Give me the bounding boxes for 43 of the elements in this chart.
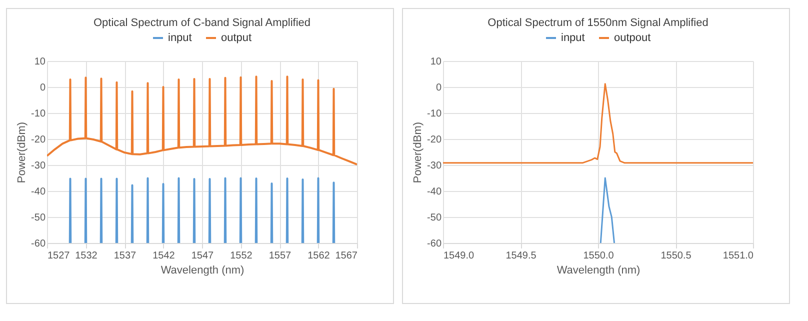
x-tick-label: 1542: [152, 250, 176, 262]
line-series: [600, 177, 616, 243]
x-tick-label: 1549.5: [506, 250, 537, 262]
x-axis-title: Wavelength (nm): [160, 264, 244, 276]
x-tick-label: 1551.0: [722, 250, 754, 262]
y-tick-label: -20: [31, 134, 46, 146]
x-tick-label: 1562: [308, 250, 330, 262]
y-tick-label: 10: [34, 56, 46, 68]
y-tick-label: -60: [31, 238, 46, 250]
x-axis-title: Wavelength (nm): [556, 264, 640, 276]
x-tick-label: 1532: [75, 250, 98, 262]
x-tick-label: 1527: [48, 250, 70, 262]
y-tick-label: -60: [427, 238, 442, 250]
legend-label: input: [168, 32, 192, 44]
x-tick-label: 1537: [114, 250, 137, 262]
y-tick-label: 0: [436, 82, 442, 94]
x-tick-label: 1557: [268, 250, 292, 262]
chart-title: Optical Spectrum of 1550nm Signal Amplified: [488, 17, 708, 29]
y-tick-label: -50: [427, 212, 442, 224]
x-tick-label: 1550.5: [660, 250, 692, 262]
y-tick-label: -30: [427, 160, 442, 172]
legend-label: input: [561, 32, 585, 44]
x-tick-label: 1547: [191, 250, 214, 262]
y-tick-label: -10: [427, 108, 442, 120]
y-tick-label: -40: [31, 186, 46, 198]
line-series: [443, 83, 753, 164]
y-axis-title: Power(dBm): [16, 122, 28, 184]
x-tick-label: 1552: [230, 250, 253, 262]
y-tick-label: 10: [430, 56, 442, 68]
chart-title: Optical Spectrum of C-band Signal Amplified: [93, 17, 311, 29]
x-tick-label: 1550.0: [583, 250, 614, 262]
legend-label: output: [221, 32, 252, 44]
line-series: [47, 76, 357, 166]
y-tick-label: -40: [427, 186, 442, 198]
legend-label: outpout: [614, 32, 651, 44]
y-tick-label: -20: [427, 134, 442, 146]
y-tick-label: -10: [31, 108, 46, 120]
x-tick-label: 1549.0: [444, 250, 475, 262]
y-axis-title: Power(dBm): [412, 122, 424, 184]
y-tick-label: 0: [40, 82, 46, 94]
y-tick-label: -50: [31, 212, 46, 224]
x-tick-label: 1567: [335, 250, 358, 262]
y-tick-label: -30: [31, 160, 46, 172]
